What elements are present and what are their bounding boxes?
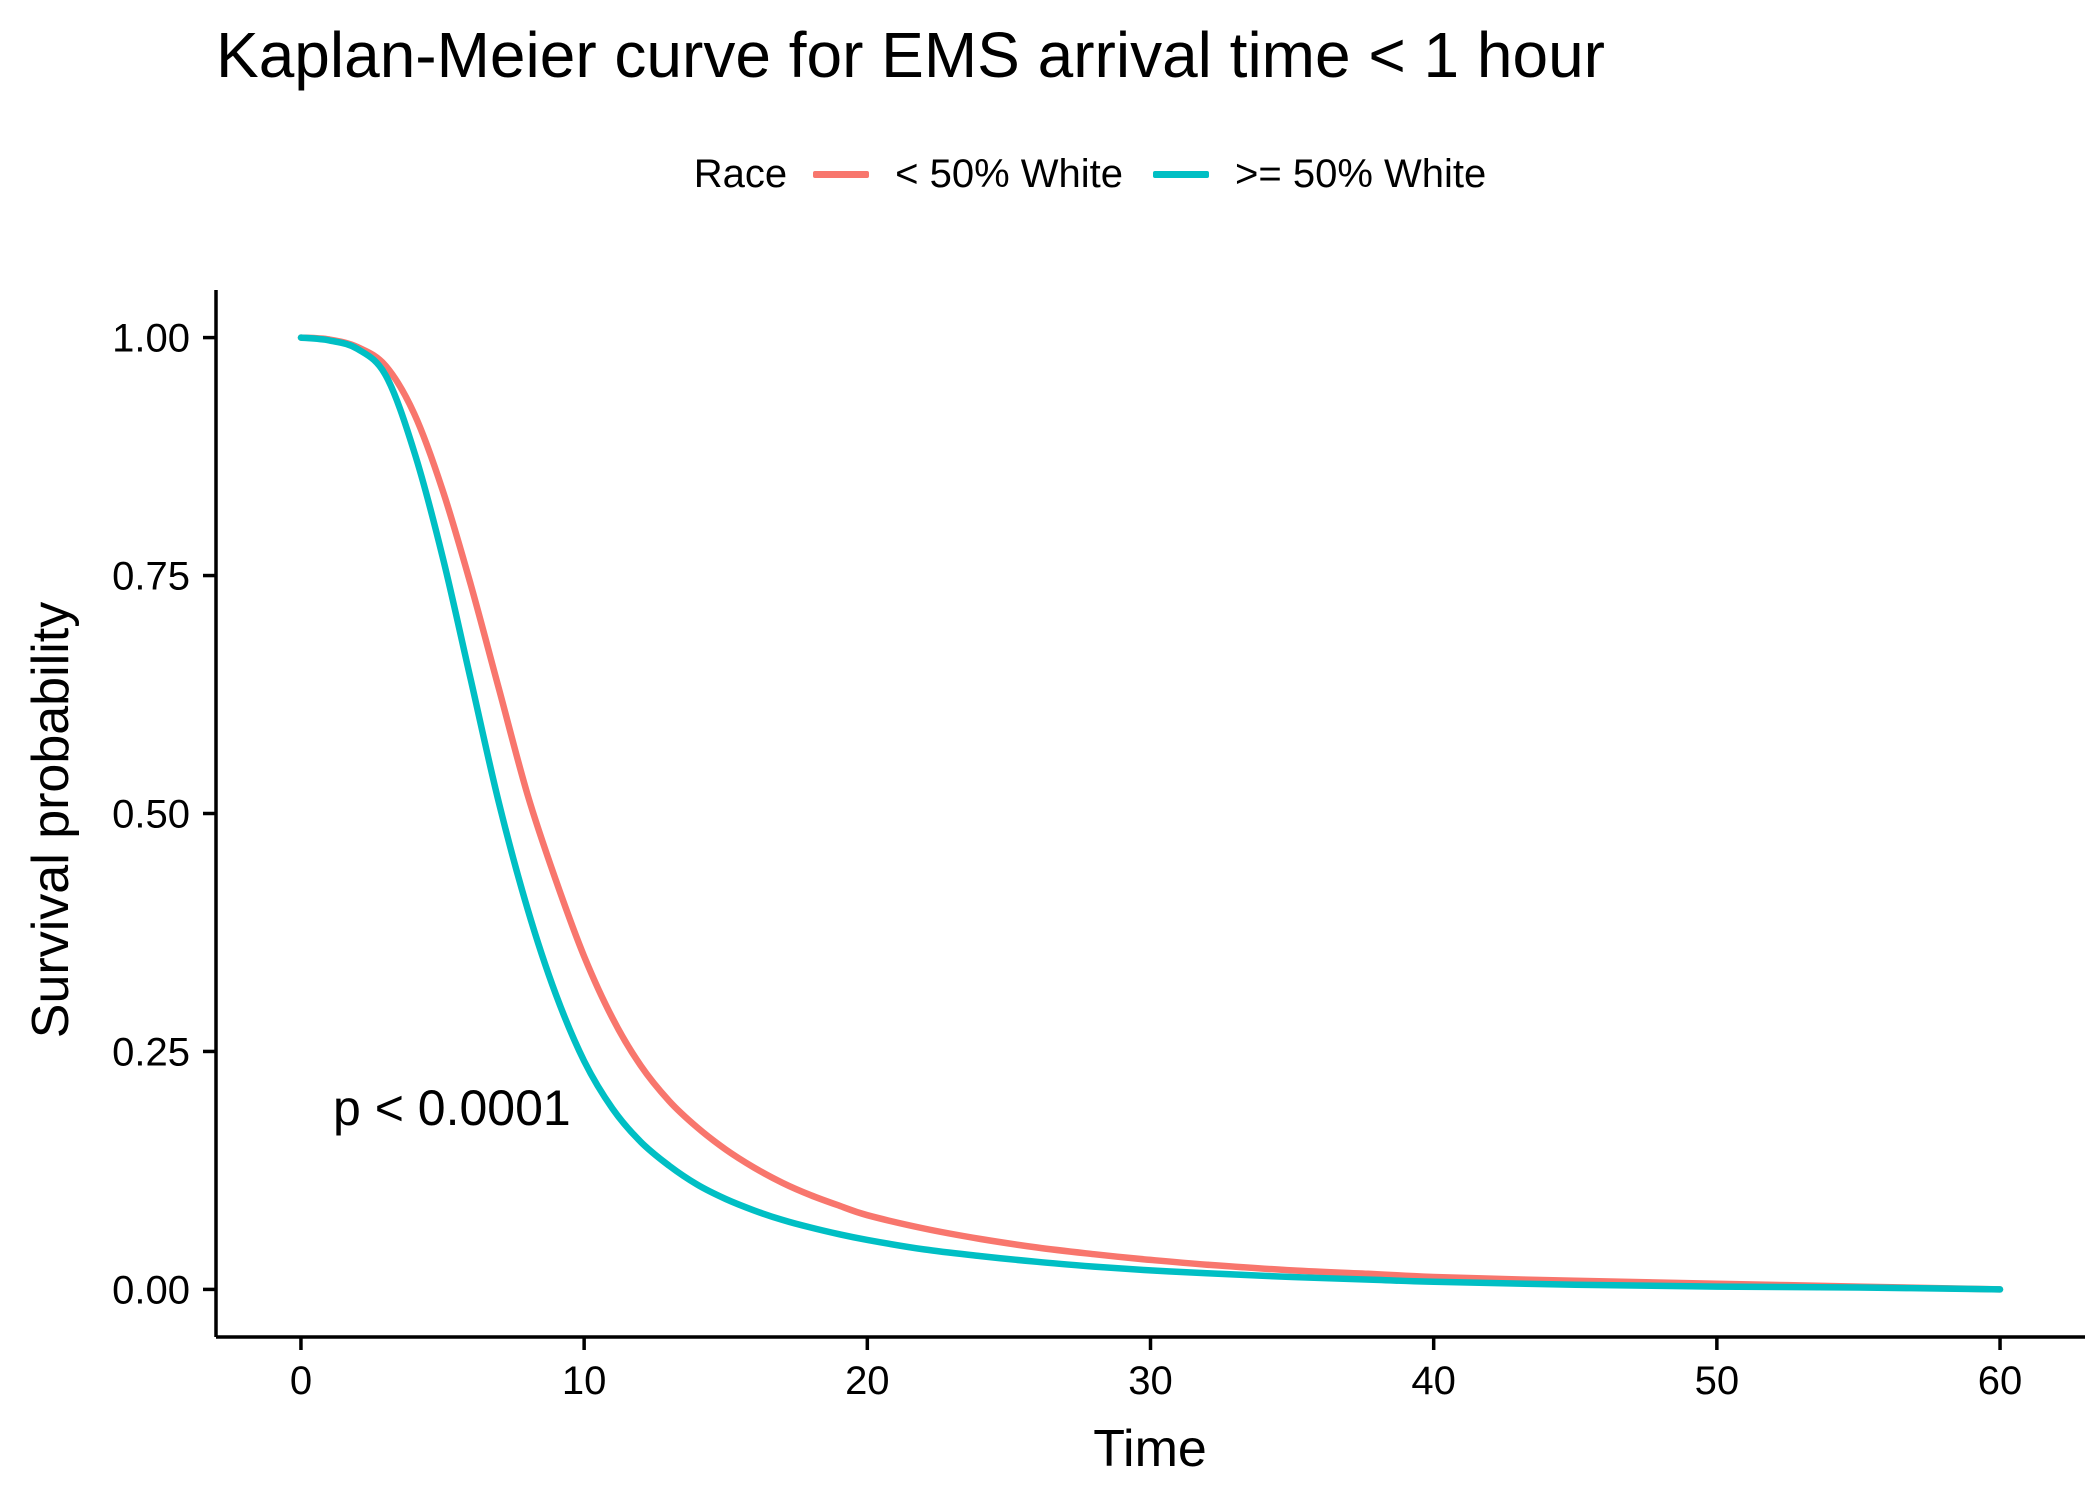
legend-item-50-plus-white: >= 50% White bbox=[1153, 152, 1486, 197]
y-axis-title: Survival probability bbox=[22, 602, 80, 1038]
y-tick-label: 0.25 bbox=[112, 1030, 190, 1074]
legend-label-50-plus-white: >= 50% White bbox=[1235, 152, 1487, 196]
x-tick-label: 20 bbox=[845, 1359, 890, 1403]
x-tick-label: 50 bbox=[1695, 1359, 1740, 1403]
x-tick-label: 60 bbox=[1978, 1359, 2023, 1403]
chart-title: Kaplan-Meier curve for EMS arrival time … bbox=[216, 19, 1605, 91]
legend-key-under-50-white bbox=[813, 171, 870, 178]
curve-under-50-white bbox=[297, 334, 2004, 1293]
legend-key-50-plus-white bbox=[1153, 171, 1210, 178]
x-tick-label: 30 bbox=[1128, 1359, 1173, 1403]
legend-title: Race bbox=[693, 152, 788, 196]
x-tick-label: 40 bbox=[1411, 1359, 1456, 1403]
y-tick-label: 0.50 bbox=[112, 793, 190, 837]
legend-item-under-50-white: < 50% White bbox=[813, 152, 1123, 197]
y-tick-label: 1.00 bbox=[112, 317, 190, 361]
legend-label-under-50-white: < 50% White bbox=[895, 152, 1124, 196]
curves bbox=[297, 334, 2004, 1293]
axes: 0 10 20 30 40 50 60 0.00 0.25 0.50 0.75 1.00 bbox=[112, 290, 2085, 1403]
x-axis-title: Time bbox=[1093, 1420, 1207, 1478]
legend: Race < 50% White >= 50% White bbox=[0, 152, 2100, 197]
p-value-annotation: p < 0.0001 bbox=[333, 1080, 571, 1136]
x-tick-label: 0 bbox=[290, 1359, 312, 1403]
y-tick-label: 0.75 bbox=[112, 555, 190, 599]
y-tick-label: 0.00 bbox=[112, 1268, 190, 1312]
curve-50-plus-white bbox=[297, 334, 2004, 1293]
x-tick-label: 10 bbox=[562, 1359, 607, 1403]
